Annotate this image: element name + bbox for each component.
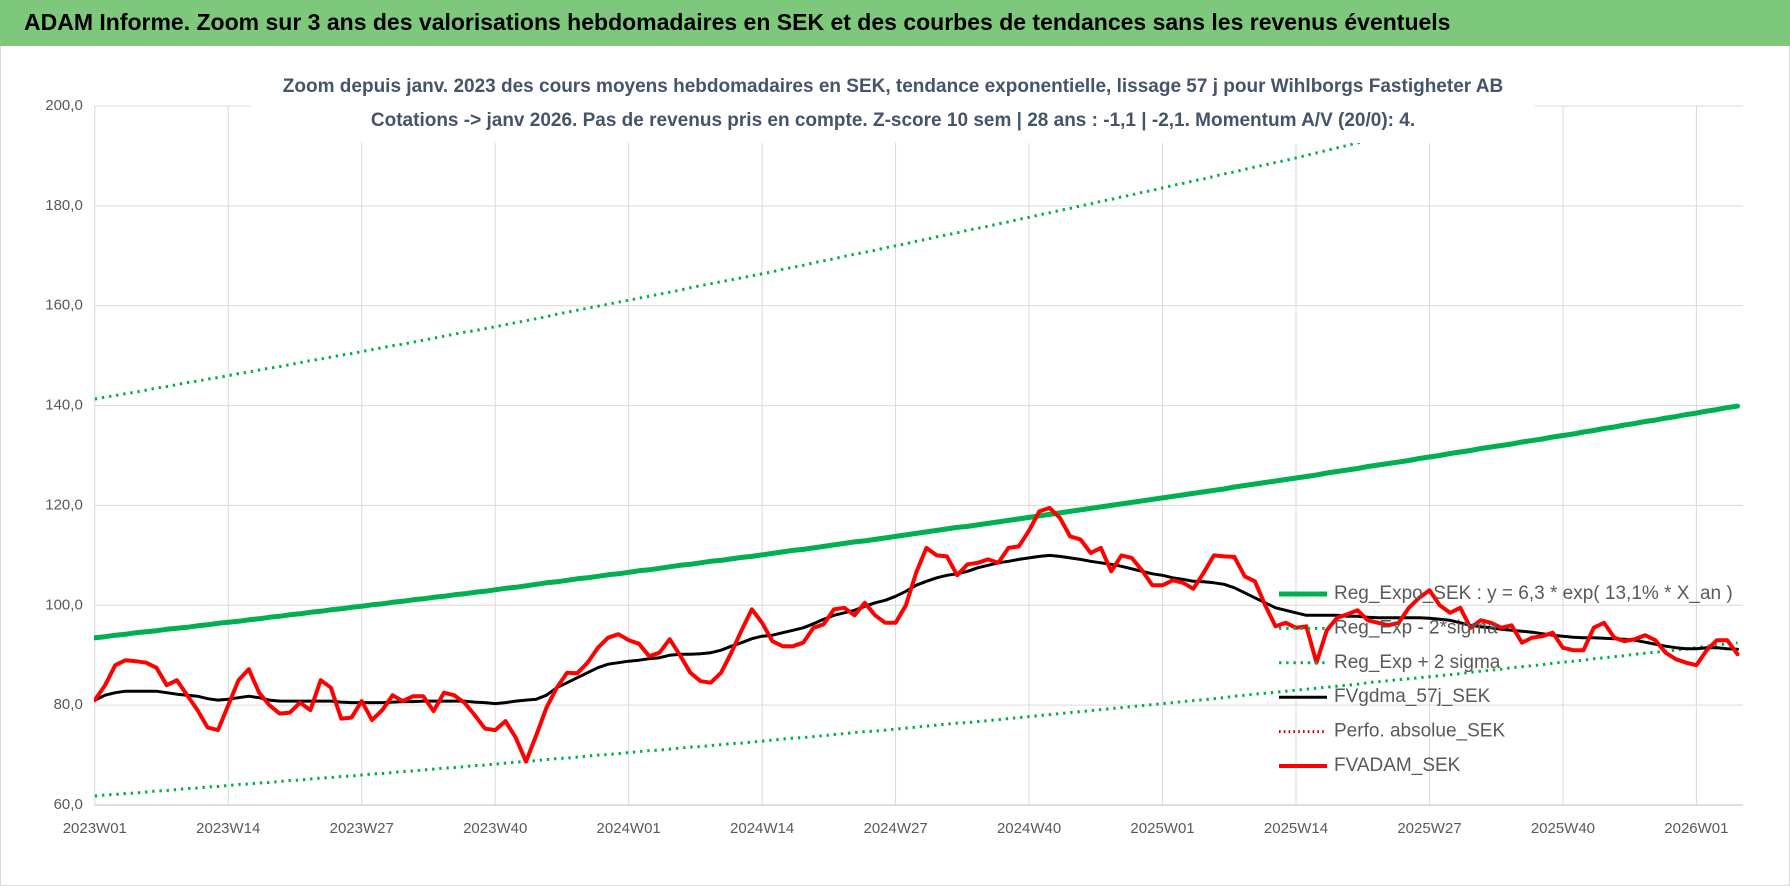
y-tick-label: 80,0 (54, 696, 83, 713)
x-tick-label: 2023W14 (196, 820, 260, 837)
header-title: ADAM Informe. Zoom sur 3 ans des valoris… (24, 9, 1450, 35)
x-tick-label: 2023W27 (330, 820, 394, 837)
legend-label: FVgdma_57j_SEK (1334, 686, 1491, 707)
x-tick-label: 2025W40 (1531, 820, 1595, 837)
x-tick-label: 2025W27 (1397, 820, 1461, 837)
y-tick-label: 120,0 (45, 496, 83, 513)
header-band (0, 0, 1790, 46)
grid: 60,0 80,0 100,0 120,0 140,0 160,0 180,0 200,0 20… (45, 97, 1743, 837)
y-tick-label: 100,0 (45, 596, 83, 613)
series-line (94, 553, 1739, 706)
chart-subtitle: Cotations -> janv 2026. Pas de revenus p… (371, 110, 1415, 131)
y-tick-label: 160,0 (45, 297, 83, 314)
x-tick-label: 2025W14 (1264, 820, 1328, 837)
y-tick-label: 140,0 (45, 397, 83, 414)
legend-label: Reg_Exp + 2 sigma (1334, 652, 1501, 673)
series-line (94, 403, 1740, 641)
legend-label: FVADAM_SEK (1334, 755, 1461, 776)
legend-label: Perfo. absolue_SEK (1334, 721, 1505, 742)
x-tick-label: 2023W40 (463, 820, 527, 837)
legend-label: Reg_Exp - 2*sigma (1334, 617, 1498, 638)
x-tick-label: 2025W01 (1130, 820, 1194, 837)
legend-label: Reg_Expo_SEK : y = 6,3 * exp( 13,1% * X_… (1334, 583, 1733, 604)
series-line (94, 641, 1738, 798)
title-backdrop (251, 71, 1535, 143)
x-tick-label: 2024W14 (730, 820, 794, 837)
chart-title: Zoom depuis janv. 2023 des cours moyens … (283, 76, 1503, 97)
x-tick-label: 2024W01 (597, 820, 661, 837)
legend: Reg_Expo_SEK : y = 6,3 * exp( 13,1% * X_… (1279, 583, 1733, 776)
y-tick-label: 60,0 (54, 796, 83, 813)
series-line (94, 505, 1740, 764)
y-tick-label: 180,0 (45, 197, 83, 214)
x-tick-label: 2023W01 (63, 820, 127, 837)
x-tick-label: 2024W27 (863, 820, 927, 837)
x-tick-label: 2026W01 (1664, 820, 1728, 837)
y-tick-label: 200,0 (45, 97, 83, 114)
x-tick-label: 2024W40 (997, 820, 1061, 837)
